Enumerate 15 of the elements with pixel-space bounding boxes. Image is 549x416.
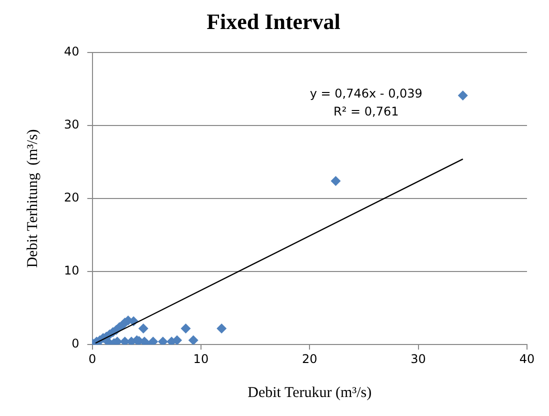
y-tick-label: 10: [64, 264, 80, 278]
annotation: y = 0,746x - 0,039: [310, 86, 422, 101]
y-tick-label: 20: [64, 190, 80, 205]
y-tick-label: 0: [72, 336, 80, 351]
y-tick-label: 40: [64, 44, 80, 59]
annotation: R² = 0,761: [334, 104, 399, 119]
x-tick-label: 10: [193, 352, 209, 366]
x-tick-label: 40: [519, 352, 535, 366]
y-axis-title: Debit Terhitung (m³/s): [24, 129, 41, 268]
chart-title: Fixed Interval: [206, 8, 340, 34]
x-axis-title: Debit Terukur (m³/s): [248, 384, 372, 401]
x-tick-label: 20: [302, 352, 318, 366]
x-tick-label: 30: [410, 352, 426, 366]
y-tick-label: 30: [64, 118, 80, 132]
x-tick-label: 0: [88, 352, 96, 366]
